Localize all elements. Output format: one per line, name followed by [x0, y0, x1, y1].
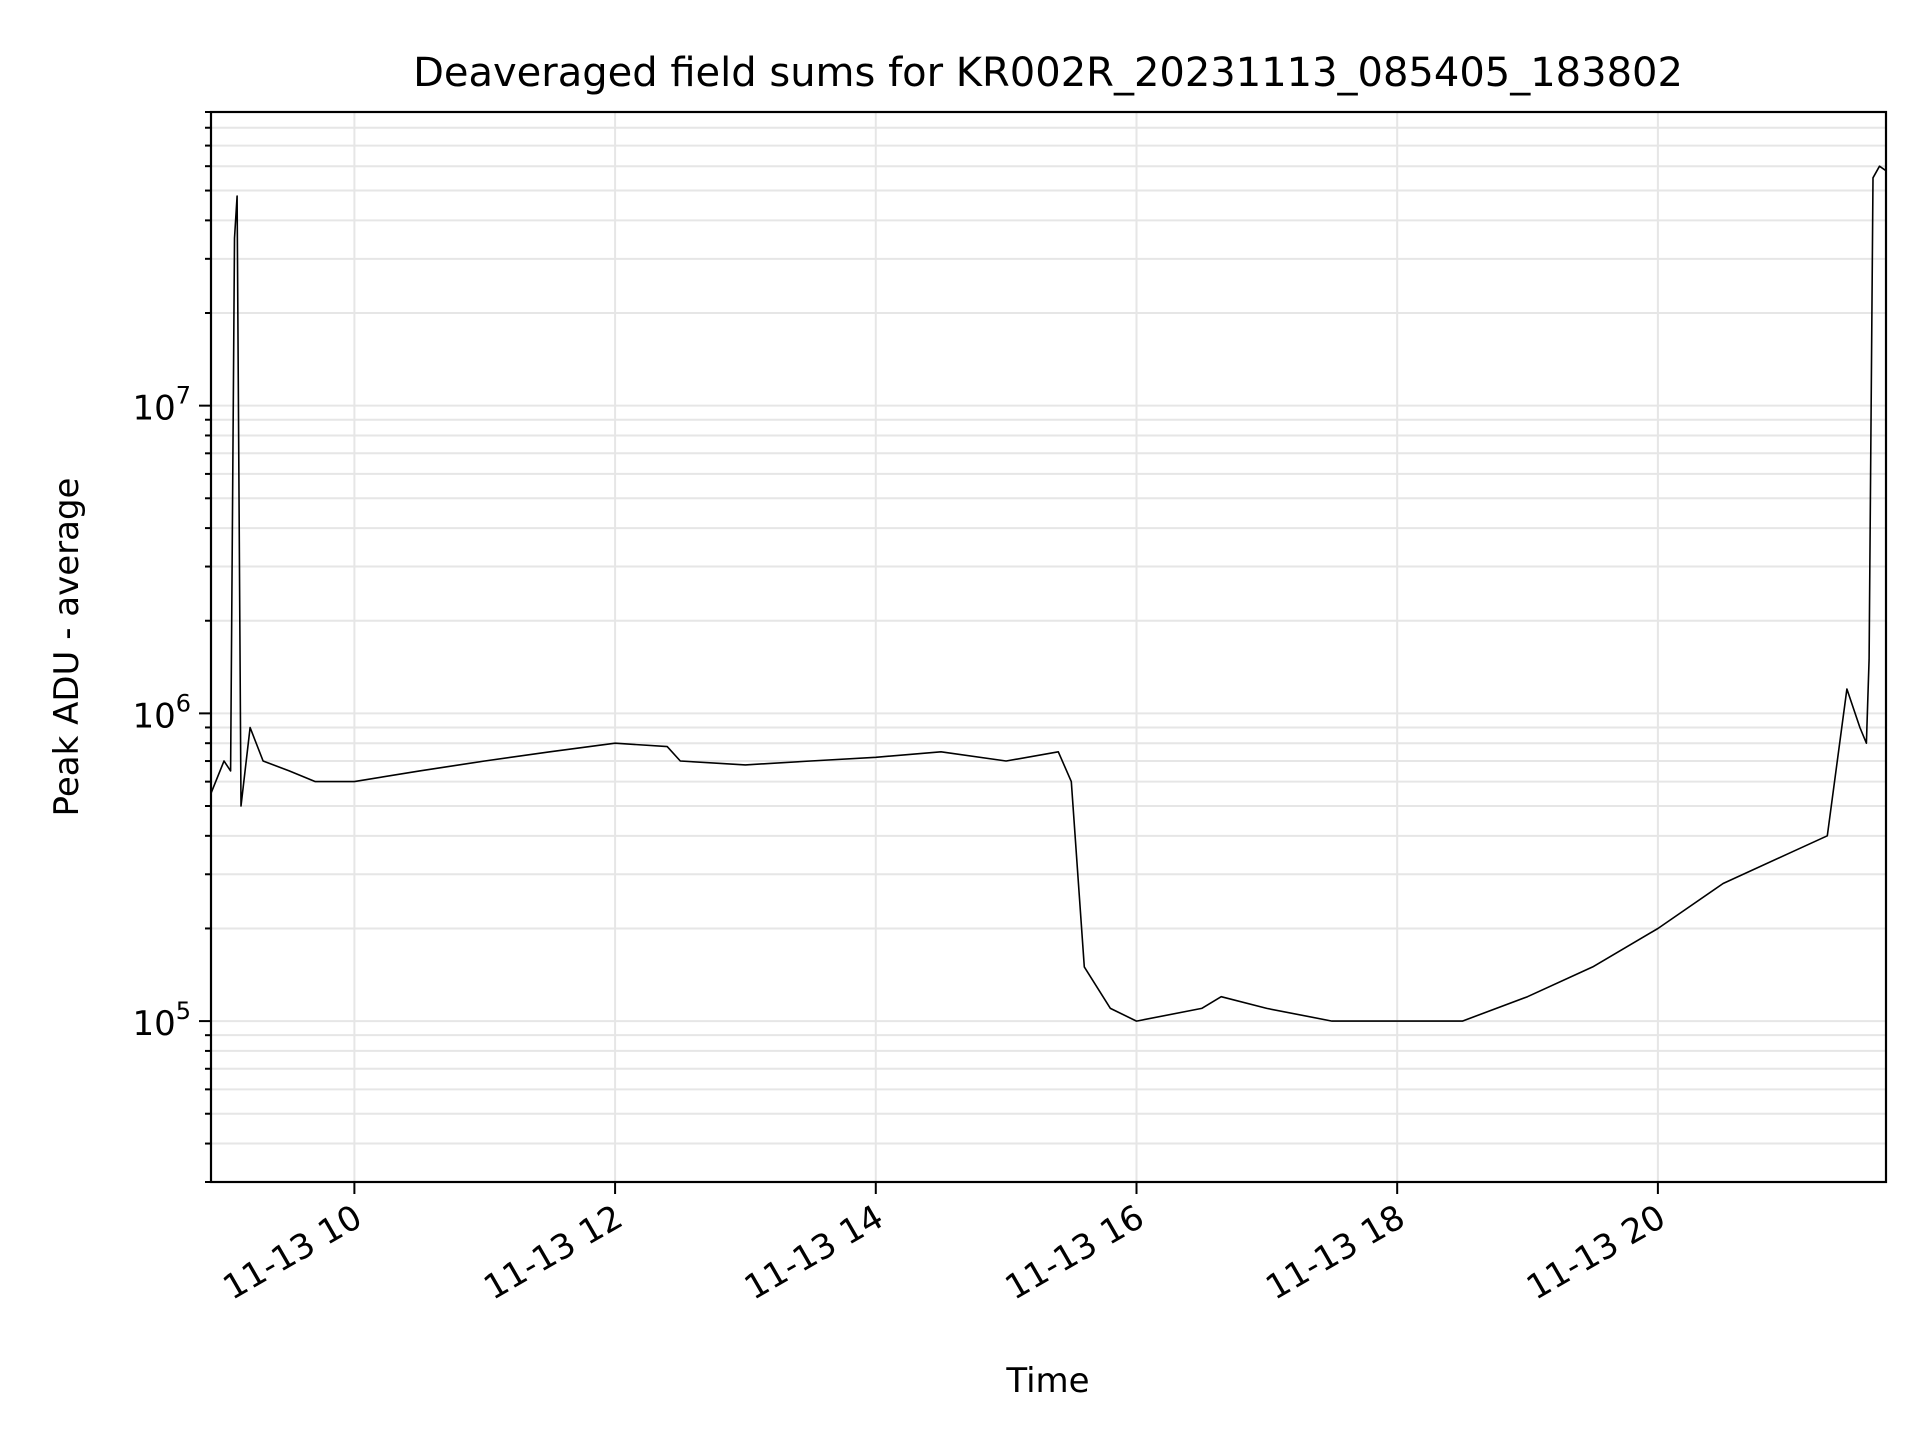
- y-axis: 105 106 107: [132, 111, 211, 1183]
- y-tick-label: 107: [132, 382, 191, 429]
- plot-frame: [209, 110, 1888, 1184]
- x-tick-label: 11-13 16: [999, 1197, 1151, 1308]
- grid: [211, 111, 1886, 1183]
- x-tick-label: 11-13 20: [1520, 1197, 1672, 1308]
- x-axis: 11-13 10 11-13 12 11-13 14 11-13 16 11-13 18…: [216, 1182, 1672, 1308]
- x-tick-label: 11-13 12: [477, 1197, 629, 1308]
- x-tick-label: 11-13 10: [216, 1197, 368, 1308]
- x-tick-label: 11-13 14: [738, 1197, 890, 1308]
- series-group: [211, 165, 1886, 1022]
- x-tick-label: 11-13 18: [1259, 1197, 1411, 1308]
- y-axis-label: Peak ADU - average: [47, 478, 87, 817]
- chart-title: Deaveraged field sums for KR002R_2023111…: [413, 50, 1683, 96]
- x-axis-label: Time: [1005, 1361, 1089, 1401]
- y-tick-label: 105: [132, 997, 191, 1044]
- series-line-0: [211, 165, 1886, 1022]
- y-tick-label: 106: [132, 689, 191, 736]
